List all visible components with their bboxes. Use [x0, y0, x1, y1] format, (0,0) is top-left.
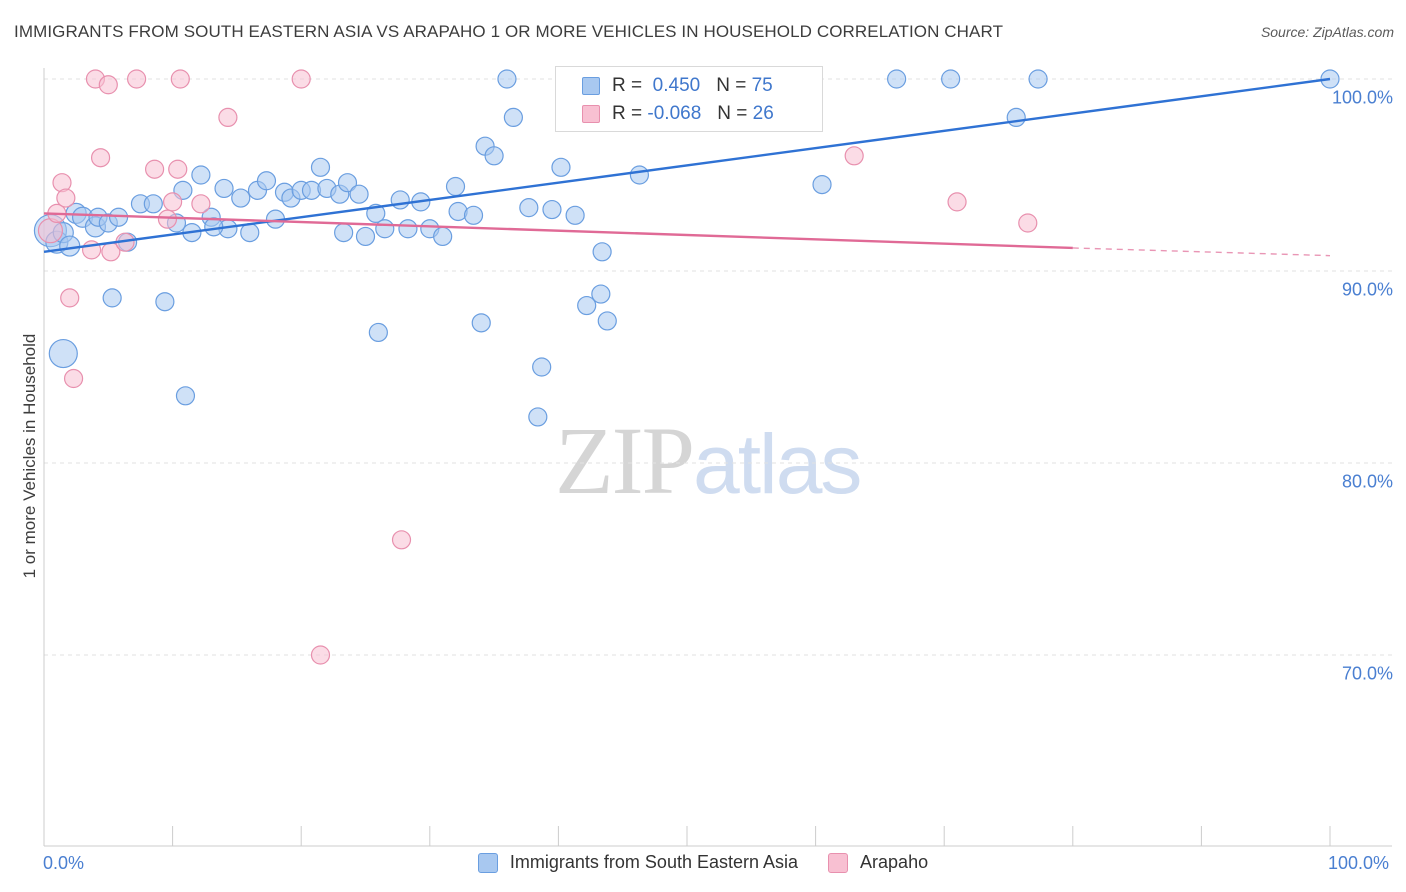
point-immigrants — [532, 357, 552, 377]
point-immigrants — [941, 69, 961, 89]
chart-title: IMMIGRANTS FROM SOUTH EASTERN ASIA VS AR… — [14, 22, 1004, 41]
legend-swatch-blue — [582, 77, 600, 95]
watermark: ZIPatlas — [555, 405, 862, 516]
legend-item-immigrants: Immigrants from South Eastern Asia — [477, 852, 799, 873]
point-immigrants — [240, 223, 260, 243]
point-arapaho — [144, 159, 165, 179]
point-arapaho — [126, 69, 147, 89]
point-arapaho — [168, 159, 188, 179]
watermark-zip: ZIP — [555, 407, 695, 514]
point-immigrants — [528, 407, 548, 427]
point-immigrants — [59, 235, 81, 257]
trendline-arapaho — [43, 212, 1073, 250]
legend-r-value: 0.450 — [652, 75, 701, 96]
point-immigrants — [503, 107, 523, 128]
point-arapaho — [391, 530, 412, 550]
series-legend: Immigrants from South Eastern Asia Arapa… — [0, 852, 1406, 873]
y-tick-label: 70.0% — [1341, 663, 1393, 684]
point-immigrants — [334, 223, 354, 243]
point-immigrants — [592, 242, 612, 262]
legend-series-name: Immigrants from South Eastern Asia — [509, 852, 799, 872]
point-immigrants — [497, 69, 517, 89]
stats-legend: R = 0.450 N = 75 R = -0.068 N = 26 — [555, 66, 823, 132]
point-immigrants — [155, 292, 175, 312]
point-immigrants — [310, 157, 331, 177]
legend-r-label: R = — [612, 75, 643, 96]
point-immigrants — [390, 190, 410, 210]
point-immigrants — [484, 146, 504, 166]
stats-legend-row-2: R = -0.068 N = 26 — [582, 101, 774, 127]
point-arapaho — [163, 192, 183, 212]
legend-n-value: 75 — [751, 75, 773, 96]
legend-n-label: N = — [717, 103, 748, 124]
y-tick-label: 100.0% — [1331, 87, 1393, 108]
point-immigrants — [887, 69, 907, 89]
point-immigrants — [102, 288, 122, 308]
point-immigrants — [577, 295, 597, 316]
point-immigrants — [542, 199, 562, 220]
point-immigrants — [591, 284, 611, 304]
y-axis-label: 1 or more Vehicles in Household — [20, 333, 39, 579]
legend-swatch-blue — [477, 852, 498, 873]
point-immigrants — [375, 219, 395, 239]
legend-r-label: R = — [612, 103, 643, 124]
point-immigrants — [597, 311, 617, 331]
point-immigrants — [368, 322, 388, 343]
point-immigrants — [48, 338, 78, 369]
legend-r-value: -0.068 — [647, 103, 702, 124]
point-immigrants — [565, 205, 585, 225]
legend-swatch-pink — [828, 852, 849, 873]
point-arapaho — [98, 75, 118, 95]
point-immigrants — [1028, 69, 1048, 89]
point-immigrants — [256, 171, 277, 191]
point-immigrants — [143, 194, 163, 214]
point-arapaho — [170, 69, 190, 89]
point-immigrants — [337, 173, 358, 193]
point-immigrants — [471, 313, 491, 333]
point-immigrants — [433, 226, 453, 247]
legend-n-value: 26 — [752, 103, 774, 124]
point-immigrants — [398, 219, 418, 239]
point-immigrants — [355, 226, 376, 247]
y-tick-label: 80.0% — [1341, 471, 1393, 492]
point-immigrants — [551, 157, 571, 177]
point-immigrants — [349, 184, 369, 204]
x-tick-label-max: 100.0% — [1328, 853, 1390, 873]
point-arapaho — [844, 146, 864, 166]
point-immigrants — [1006, 107, 1026, 128]
point-arapaho — [191, 194, 211, 214]
point-immigrants — [175, 386, 196, 406]
point-arapaho — [90, 148, 111, 168]
legend-n-label: N = — [716, 75, 747, 96]
stats-legend-row-1: R = 0.450 N = 75 — [582, 73, 773, 99]
point-arapaho — [157, 209, 178, 229]
point-arapaho — [947, 192, 967, 212]
point-arapaho — [291, 69, 311, 89]
legend-swatch-pink — [582, 105, 600, 123]
point-arapaho — [56, 188, 76, 208]
watermark-atlas: atlas — [693, 417, 862, 511]
point-arapaho — [310, 645, 331, 665]
point-immigrants — [463, 205, 484, 225]
point-immigrants — [191, 165, 211, 185]
point-immigrants — [204, 217, 224, 237]
point-immigrants — [629, 165, 650, 185]
point-arapaho — [60, 288, 80, 308]
point-arapaho — [1018, 213, 1038, 233]
legend-item-arapaho: Arapaho — [828, 852, 928, 873]
trendline-immigrants — [43, 77, 1331, 253]
point-immigrants — [445, 176, 466, 197]
point-immigrants — [231, 188, 251, 208]
source-label: Source: ZipAtlas.com — [1260, 24, 1394, 40]
point-immigrants — [519, 198, 539, 218]
y-tick-label: 90.0% — [1341, 279, 1393, 300]
point-arapaho — [63, 368, 84, 389]
trendline-arapaho-extension — [1072, 247, 1331, 257]
legend-series-name: Arapaho — [860, 852, 929, 872]
x-tick-label-min: 0.0% — [43, 853, 85, 873]
point-immigrants — [812, 175, 832, 195]
point-arapaho — [218, 107, 238, 128]
point-immigrants — [214, 178, 234, 199]
